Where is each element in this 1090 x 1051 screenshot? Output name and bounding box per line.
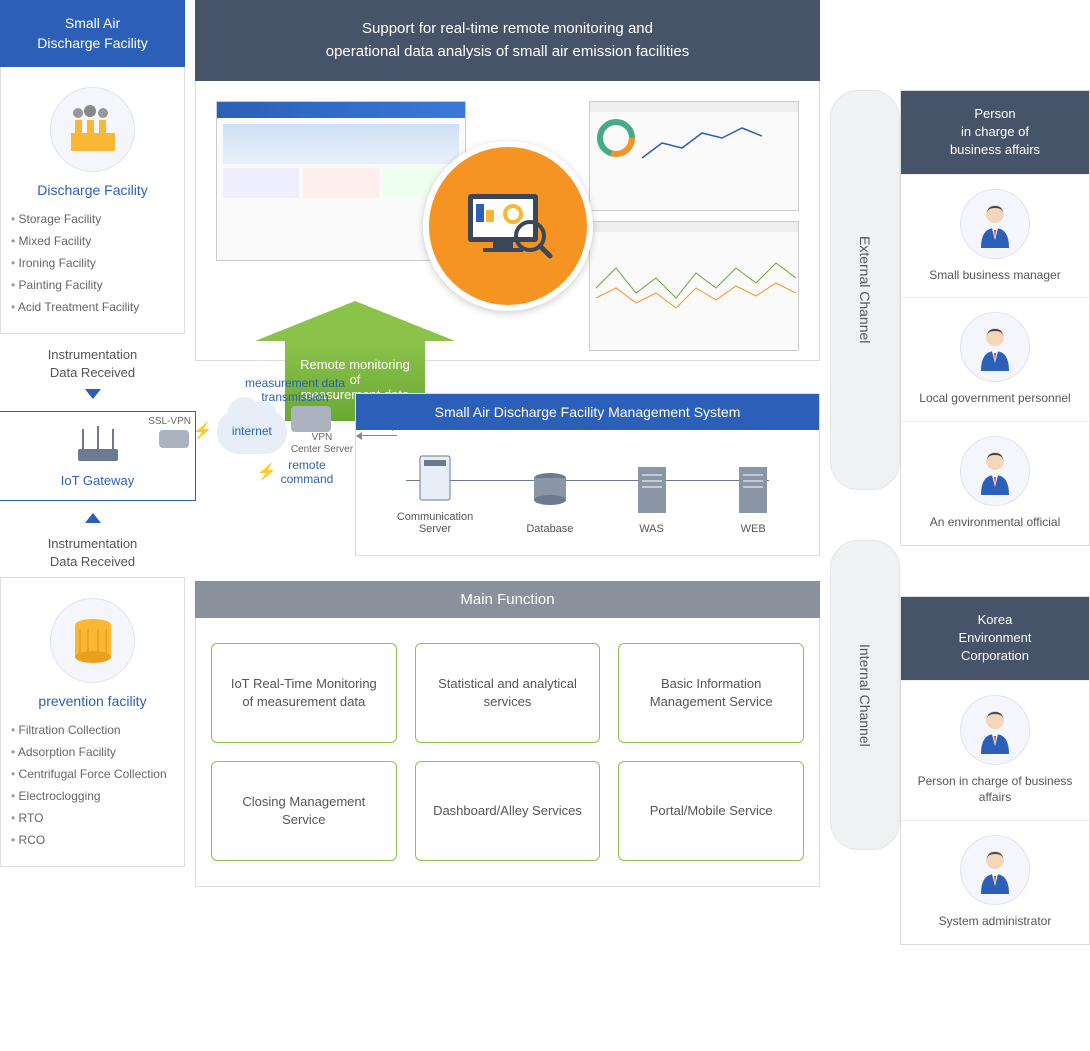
vpn-label: VPN Center Server <box>291 432 353 456</box>
biz-header: Person in charge of business affairs <box>901 91 1089 174</box>
srv-label: WEB <box>741 523 766 535</box>
main-function-panel: IoT Real-Time Monitoring of measurement … <box>195 618 820 887</box>
person-icon <box>960 695 1030 765</box>
cloud-icon: internet <box>217 409 287 454</box>
list-item: Mixed Facility <box>11 230 174 252</box>
person-label: An environmental official <box>909 514 1081 531</box>
middle-column: Support for real-time remote monitoring … <box>185 0 830 955</box>
person-label: Small business manager <box>909 267 1081 284</box>
srv-label: Communication Server <box>397 511 473 535</box>
network-row-wrapper: Remote monitoring of measurement data me… <box>195 361 820 496</box>
comm-server-icon <box>410 450 460 505</box>
srv-label: Database <box>526 523 573 535</box>
monitor-icon <box>458 186 558 266</box>
factory-icon <box>50 87 135 172</box>
function-box: Statistical and analytical services <box>415 643 601 743</box>
rx-label: remote command <box>281 458 334 486</box>
list-item: Storage Facility <box>11 208 174 230</box>
business-affairs-block: Person in charge of business affairs Sma… <box>900 90 1090 546</box>
external-channel-pill: External Channel <box>830 90 900 490</box>
function-box: IoT Real-Time Monitoring of measurement … <box>211 643 397 743</box>
list-item: Centrifugal Force Collection <box>11 763 174 785</box>
router-icon <box>68 424 128 464</box>
function-box: Portal/Mobile Service <box>618 761 804 861</box>
instr-label-1: Instrumentation Data Received <box>0 346 185 382</box>
prevention-title: prevention facility <box>11 693 174 709</box>
keco-block: Korea Environment Corporation Person in … <box>900 596 1090 945</box>
left-header: Small Air Discharge Facility <box>0 0 185 67</box>
chevron-down-icon <box>85 389 101 399</box>
function-box: Basic Information Management Service <box>618 643 804 743</box>
lightning-icon: ⚡ <box>193 421 213 441</box>
ext-channel-label: External Channel <box>857 236 873 343</box>
diagram-root: Small Air Discharge Facility Discharge F… <box>0 0 1090 955</box>
int-channel-label: Internal Channel <box>857 644 873 747</box>
chevron-up-icon <box>85 513 101 523</box>
person-icon <box>960 312 1030 382</box>
iot-gateway-box: SSL-VPN IoT Gateway <box>0 411 196 501</box>
person-icon <box>960 189 1030 259</box>
person-row: System administrator <box>901 820 1089 944</box>
person-label: Local government personnel <box>909 390 1081 407</box>
discharge-facility-box: Discharge Facility Storage Facility Mixe… <box>0 67 185 334</box>
server-item: Communication Server <box>397 450 473 535</box>
list-item: Ironing Facility <box>11 252 174 274</box>
right-section: External Channel Internal Channel Person… <box>830 0 1090 955</box>
list-item: RTO <box>11 807 174 829</box>
person-label: System administrator <box>909 913 1081 930</box>
keco-header: Korea Environment Corporation <box>901 597 1089 680</box>
was-server-icon <box>627 462 677 517</box>
person-row: Small business manager <box>901 174 1089 298</box>
main-function-header: Main Function <box>195 581 820 618</box>
person-row: Local government personnel <box>901 297 1089 421</box>
list-item: RCO <box>11 829 174 851</box>
left-column: Small Air Discharge Facility Discharge F… <box>0 0 185 955</box>
list-item: Adsorption Facility <box>11 741 174 763</box>
list-item: Electroclogging <box>11 785 174 807</box>
lightning-icon: ⚡ <box>257 462 277 482</box>
server-item: WEB <box>728 462 778 535</box>
person-label: Person in charge of business affairs <box>909 773 1081 807</box>
prevention-facility-box: prevention facility Filtration Collectio… <box>0 577 185 867</box>
support-header: Support for real-time remote monitoring … <box>195 0 820 81</box>
database-icon <box>525 462 575 517</box>
server-item: WAS <box>627 462 677 535</box>
discharge-list: Storage Facility Mixed Facility Ironing … <box>11 208 174 318</box>
dashboard-mock-2 <box>589 101 799 211</box>
list-item: Acid Treatment Facility <box>11 296 174 318</box>
function-box: Dashboard/Alley Services <box>415 761 601 861</box>
person-row: An environmental official <box>901 421 1089 545</box>
gateway-label: IoT Gateway <box>8 473 187 488</box>
internet-label: internet <box>232 424 272 438</box>
instr-label-2: Instrumentation Data Received <box>0 535 185 571</box>
system-panel: Small Air Discharge Facility Management … <box>355 393 820 556</box>
monitor-orange-circle <box>423 141 593 311</box>
dashboard-mock-3 <box>589 221 799 351</box>
discharge-title: Discharge Facility <box>11 182 174 198</box>
srv-label: WAS <box>639 523 664 535</box>
prevention-list: Filtration Collection Adsorption Facilit… <box>11 719 174 851</box>
tx-label: measurement data transmission <box>245 376 345 404</box>
system-title: Small Air Discharge Facility Management … <box>356 394 819 430</box>
person-row: Person in charge of business affairs <box>901 680 1089 821</box>
person-icon <box>960 835 1030 905</box>
person-icon <box>960 436 1030 506</box>
list-item: Filtration Collection <box>11 719 174 741</box>
channel-column: External Channel Internal Channel <box>830 0 900 955</box>
vpn-server-icon <box>291 406 331 432</box>
list-item: Painting Facility <box>11 274 174 296</box>
web-server-icon <box>728 462 778 517</box>
right-column: Person in charge of business affairs Sma… <box>900 0 1090 955</box>
tank-icon <box>50 598 135 683</box>
server-item: Database <box>525 462 575 535</box>
function-box: Closing Management Service <box>211 761 397 861</box>
internal-channel-pill: Internal Channel <box>830 540 900 850</box>
